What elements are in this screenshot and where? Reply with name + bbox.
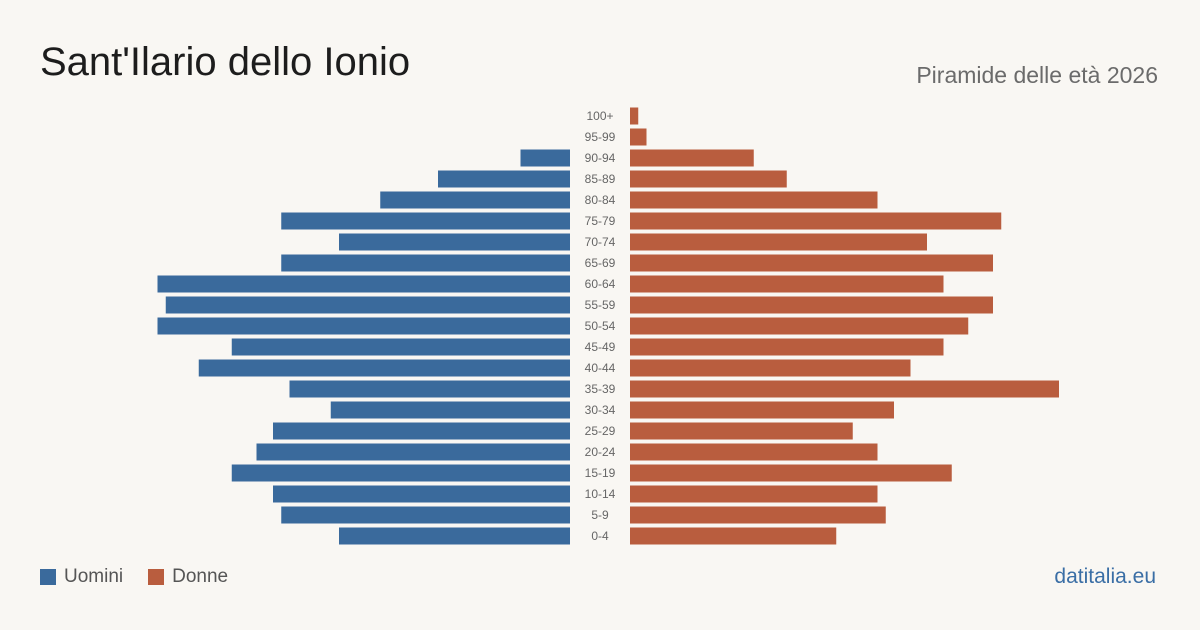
- age-label-90-94: 90-94: [585, 151, 616, 165]
- bar-women-100+: [630, 107, 639, 125]
- bar-women-10-14: [630, 485, 878, 503]
- age-label-50-54: 50-54: [585, 319, 616, 333]
- bar-men-75-79: [281, 212, 570, 230]
- bar-women-55-59: [630, 296, 993, 314]
- legend-item-women: Donne: [148, 566, 228, 588]
- bar-men-10-14: [273, 485, 570, 503]
- bar-women-5-9: [630, 506, 886, 524]
- bar-women-85-89: [630, 170, 787, 188]
- bar-men-80-84: [380, 191, 570, 209]
- age-label-65-69: 65-69: [585, 256, 616, 270]
- bar-women-65-69: [630, 254, 993, 272]
- age-label-20-24: 20-24: [585, 445, 616, 459]
- age-label-80-84: 80-84: [585, 193, 616, 207]
- age-label-55-59: 55-59: [585, 298, 616, 312]
- legend: Uomini Donne: [40, 566, 253, 588]
- legend-label-men: Uomini: [64, 566, 124, 587]
- bar-men-30-34: [330, 401, 570, 419]
- bar-men-85-89: [438, 170, 570, 188]
- bar-women-30-34: [630, 401, 894, 419]
- legend-label-women: Donne: [172, 566, 229, 587]
- age-label-15-19: 15-19: [585, 466, 616, 480]
- source-link[interactable]: datitalia.eu: [1054, 565, 1156, 588]
- age-label-100+: 100+: [586, 109, 613, 123]
- age-label-95-99: 95-99: [585, 130, 616, 144]
- bar-men-40-44: [198, 359, 570, 377]
- bar-women-0-4: [630, 527, 837, 545]
- bar-men-50-54: [157, 317, 570, 335]
- legend-swatch-men: [40, 569, 56, 585]
- bar-men-90-94: [520, 149, 570, 167]
- bar-men-25-29: [273, 422, 570, 440]
- age-label-25-29: 25-29: [585, 424, 616, 438]
- bar-women-70-74: [630, 233, 927, 251]
- bar-men-60-64: [157, 275, 570, 293]
- age-label-30-34: 30-34: [585, 403, 616, 417]
- age-label-10-14: 10-14: [585, 487, 616, 501]
- age-label-40-44: 40-44: [585, 361, 616, 375]
- bar-men-0-4: [339, 527, 570, 545]
- bar-women-45-49: [630, 338, 944, 356]
- chart-subtitle: Piramide delle età 2026: [916, 62, 1158, 88]
- bar-men-35-39: [289, 380, 570, 398]
- bar-women-60-64: [630, 275, 944, 293]
- age-label-35-39: 35-39: [585, 382, 616, 396]
- age-label-0-4: 0-4: [591, 529, 609, 543]
- chart-title: Sant'Ilario dello Ionio: [40, 40, 411, 84]
- bar-women-50-54: [630, 317, 969, 335]
- bar-men-5-9: [281, 506, 570, 524]
- bar-women-25-29: [630, 422, 853, 440]
- bar-men-70-74: [339, 233, 570, 251]
- bar-men-45-49: [231, 338, 570, 356]
- bar-men-15-19: [231, 464, 570, 482]
- legend-item-men: Uomini: [40, 566, 123, 588]
- bar-men-20-24: [256, 443, 570, 461]
- age-label-75-79: 75-79: [585, 214, 616, 228]
- bar-women-75-79: [630, 212, 1002, 230]
- bar-women-95-99: [630, 128, 647, 146]
- age-label-5-9: 5-9: [591, 508, 609, 522]
- bar-men-55-59: [165, 296, 570, 314]
- bar-men-65-69: [281, 254, 570, 272]
- age-label-70-74: 70-74: [585, 235, 616, 249]
- age-label-85-89: 85-89: [585, 172, 616, 186]
- legend-swatch-women: [148, 569, 165, 585]
- bar-women-20-24: [630, 443, 878, 461]
- bar-women-40-44: [630, 359, 911, 377]
- age-label-60-64: 60-64: [585, 277, 616, 291]
- bar-women-80-84: [630, 191, 878, 209]
- bar-women-35-39: [630, 380, 1059, 398]
- bar-women-90-94: [630, 149, 754, 167]
- bar-women-15-19: [630, 464, 952, 482]
- age-label-45-49: 45-49: [585, 340, 616, 354]
